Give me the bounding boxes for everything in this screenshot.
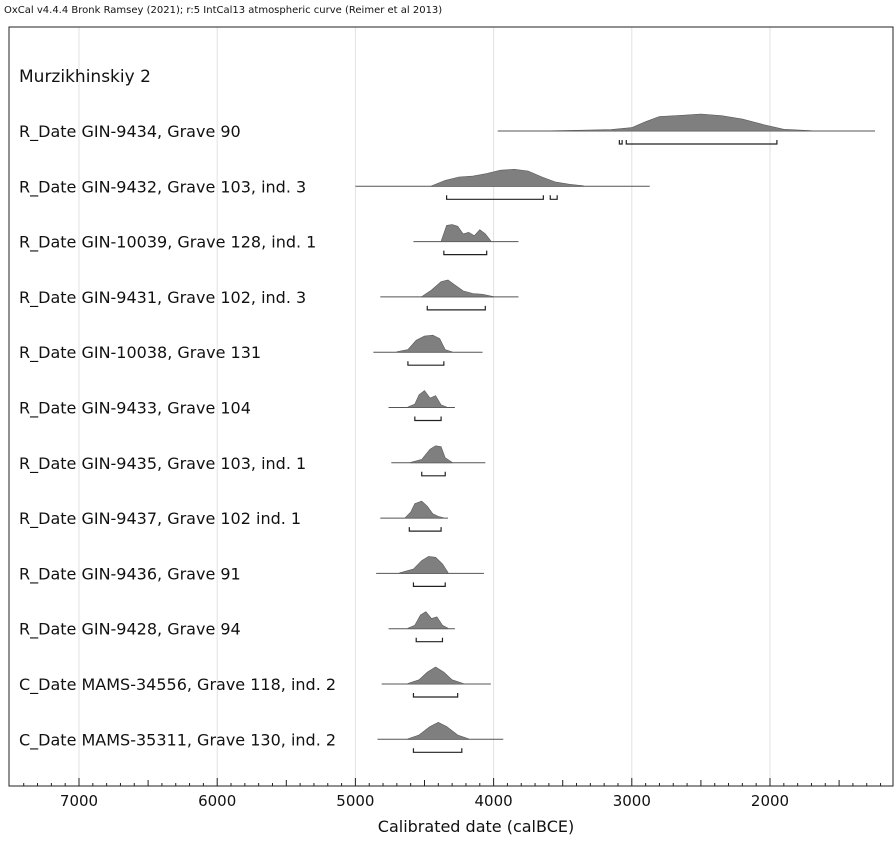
date-label: R_Date GIN-9437, Grave 102 ind. 1: [19, 509, 301, 529]
probability-distribution: [396, 334, 453, 353]
date-label: R_Date GIN-10038, Grave 131: [19, 343, 261, 363]
x-axis: 7000 6000 5000 4000 3000 2000: [23, 778, 882, 810]
x-axis-label: Calibrated date (calBCE): [378, 817, 574, 836]
date-label: R_Date GIN-9432, Grave 103, ind. 3: [19, 177, 306, 197]
date-row: R_Date GIN-9432, Grave 103, ind. 3: [19, 168, 650, 200]
probability-distribution: [404, 500, 445, 519]
probability-distribution: [407, 611, 449, 629]
group-title: Murzikhinskiy 2: [19, 67, 151, 87]
date-row: R_Date GIN-9437, Grave 102 ind. 1: [19, 500, 448, 532]
date-row: R_Date GIN-9436, Grave 91: [19, 556, 484, 587]
tick-label-2000: 2000: [751, 792, 789, 810]
date-row: R_Date GIN-10038, Grave 131: [19, 334, 483, 366]
date-label: R_Date GIN-9434, Grave 90: [19, 122, 241, 142]
hpd-range-bracket: [415, 637, 444, 643]
date-row: C_Date MAMS-34556, Grave 118, ind. 2: [19, 666, 491, 698]
hpd-range-bracket: [414, 416, 442, 422]
tick-label-4000: 4000: [475, 792, 513, 810]
date-label: R_Date GIN-9433, Grave 104: [19, 399, 251, 419]
date-row: R_Date GIN-9428, Grave 94: [19, 611, 455, 643]
hpd-range-bracket: [407, 361, 445, 366]
probability-distribution: [410, 445, 453, 464]
date-label: R_Date GIN-9436, Grave 91: [19, 564, 241, 584]
hpd-range-bracket: [408, 527, 442, 532]
tick-label-3000: 3000: [613, 792, 651, 810]
tick-label-7000: 7000: [60, 792, 98, 810]
tick-label-6000: 6000: [198, 792, 236, 810]
probability-distribution: [407, 666, 464, 685]
probability-distribution: [440, 224, 492, 242]
hpd-range-bracket: [412, 582, 446, 587]
date-label: R_Date GIN-9431, Grave 102, ind. 3: [19, 288, 306, 308]
date-label: C_Date MAMS-35311, Grave 130, ind. 2: [19, 730, 336, 750]
hpd-range-bracket: [426, 305, 486, 311]
probability-distribution: [421, 279, 494, 298]
date-label: C_Date MAMS-34556, Grave 118, ind. 2: [19, 675, 336, 695]
hpd-range-bracket: [625, 140, 778, 145]
hpd-range-bracket: [443, 250, 488, 256]
probability-distribution: [431, 168, 584, 187]
date-row: C_Date MAMS-35311, Grave 130, ind. 2: [19, 721, 504, 753]
grid-lines: [78, 27, 771, 786]
date-row: R_Date GIN-9433, Grave 104: [19, 390, 455, 422]
probability-distribution: [407, 390, 447, 408]
probability-distribution: [407, 721, 469, 740]
plot-frame: [8, 26, 894, 787]
hpd-range-bracket: [549, 195, 558, 200]
software-credit: OxCal v4.4.4 Bronk Ramsey (2021); r:5 In…: [4, 5, 443, 16]
date-row: R_Date GIN-9431, Grave 102, ind. 3: [19, 279, 519, 311]
hpd-range-bracket: [446, 195, 544, 200]
date-row: R_Date GIN-10039, Grave 128, ind. 1: [19, 224, 519, 256]
date-row: R_Date GIN-9435, Grave 103, ind. 1: [19, 445, 486, 477]
hpd-range-bracket: [412, 693, 459, 698]
date-label: R_Date GIN-10039, Grave 128, ind. 1: [19, 233, 316, 253]
hpd-range-bracket: [412, 748, 463, 753]
tick-label-5000: 5000: [336, 792, 374, 810]
probability-distribution: [399, 556, 449, 574]
date-row: R_Date GIN-9434, Grave 90: [19, 113, 876, 145]
date-label: R_Date GIN-9428, Grave 94: [19, 620, 241, 640]
hpd-range-bracket: [618, 140, 623, 145]
hpd-range-bracket: [421, 471, 446, 477]
probability-distribution: [548, 113, 812, 132]
date-rows: R_Date GIN-9434, Grave 90 R_Date GIN-9432…: [19, 113, 876, 753]
date-label: R_Date GIN-9435, Grave 103, ind. 1: [19, 454, 306, 474]
